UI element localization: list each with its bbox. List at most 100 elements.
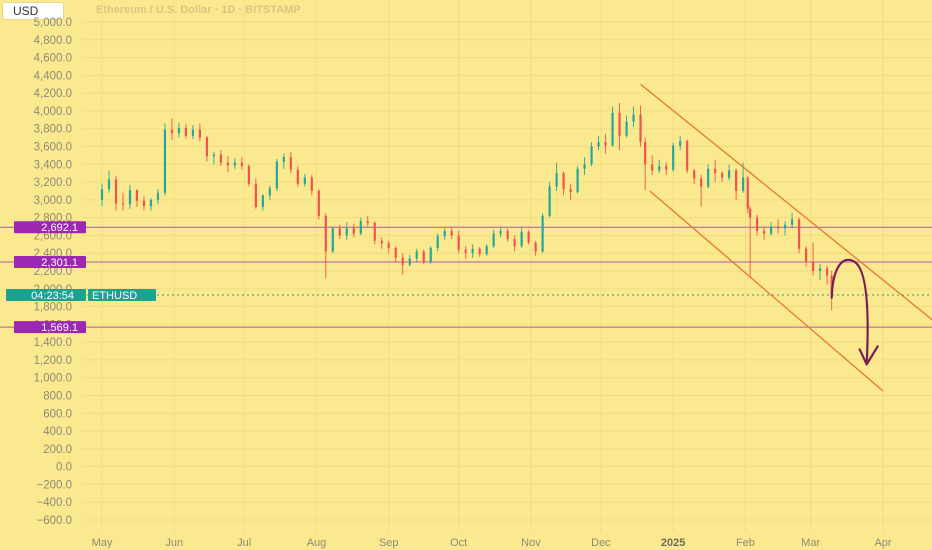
candle-body — [686, 141, 689, 171]
y-tick-label: 5,000.0 — [34, 17, 72, 29]
channel-lower-line[interactable] — [649, 190, 884, 392]
candle — [478, 246, 481, 257]
candle — [254, 178, 257, 209]
candle-body — [590, 146, 593, 165]
candle-body — [289, 157, 292, 170]
candle-body — [310, 177, 313, 191]
candle — [804, 246, 808, 267]
candle-body — [324, 215, 327, 252]
candle — [672, 142, 675, 172]
candle-body — [597, 142, 600, 147]
candle — [212, 151, 216, 165]
candle — [121, 192, 125, 211]
candle-body — [665, 166, 668, 170]
candle — [289, 151, 292, 174]
arrow-head[interactable] — [858, 345, 879, 366]
candle — [576, 166, 579, 194]
y-tick-label: 1,400.0 — [34, 337, 72, 349]
candle — [457, 230, 460, 254]
candle — [114, 175, 118, 211]
candle — [373, 221, 376, 245]
candle-body — [345, 228, 348, 236]
x-tick-label: Nov — [521, 537, 541, 549]
candle — [534, 240, 537, 256]
x-tick-label: Oct — [450, 537, 467, 549]
candle-body — [457, 235, 460, 250]
candle-body — [576, 168, 579, 192]
y-tick-label: 1,800.0 — [34, 302, 72, 314]
candle-body — [366, 221, 369, 223]
candle — [658, 159, 661, 174]
candle-body — [114, 179, 118, 204]
candle — [639, 105, 642, 147]
candle — [205, 135, 209, 162]
level-badge-label: 1,569.1 — [41, 322, 78, 334]
candle — [100, 183, 104, 207]
candle-body — [818, 268, 822, 271]
symbol-label: ETHUSD — [92, 290, 137, 302]
candle-body — [707, 168, 710, 187]
candle-body — [797, 219, 801, 249]
candle — [783, 221, 787, 236]
candle-body — [746, 177, 749, 209]
candle-body — [644, 142, 647, 165]
candle-body — [401, 257, 404, 265]
candle-body — [776, 226, 780, 229]
y-tick-label: 1,000.0 — [34, 373, 72, 385]
candle-body — [268, 188, 271, 196]
x-tick-label: Mar — [801, 537, 820, 549]
candle — [665, 162, 668, 175]
candle — [541, 213, 544, 254]
candle — [233, 158, 236, 169]
candle-body — [735, 170, 738, 191]
arrow-curve[interactable] — [830, 258, 869, 366]
candle — [520, 226, 523, 248]
candle-body — [555, 173, 558, 187]
candle — [513, 235, 516, 252]
candle-body — [135, 190, 139, 201]
projection-arrow[interactable] — [830, 258, 879, 366]
candle-body — [478, 248, 481, 255]
candle-body — [811, 262, 815, 271]
candle-body — [658, 166, 661, 171]
candle-body — [534, 242, 537, 252]
channel-upper-line[interactable] — [640, 83, 932, 327]
candle — [170, 118, 174, 141]
chart-title: Ethereum / U.S. Dollar · 1D · BITSTAMP — [96, 4, 301, 16]
candle-body — [548, 186, 551, 216]
candle-body — [499, 230, 502, 234]
candle — [380, 237, 383, 249]
candle — [149, 198, 153, 211]
candle-body — [254, 183, 257, 207]
currency-selector[interactable]: USD — [2, 2, 64, 20]
x-tick-label: Aug — [307, 537, 327, 549]
countdown-label: 04:23:54 — [31, 290, 74, 302]
candle — [644, 137, 647, 191]
y-tick-label: 4,600.0 — [34, 53, 72, 65]
candle-body — [121, 203, 125, 205]
candle — [611, 106, 614, 147]
candle-body — [506, 230, 509, 239]
y-tick-label: 3,800.0 — [34, 124, 72, 136]
candle — [282, 153, 285, 169]
candle-body — [352, 228, 355, 234]
candle-body — [769, 226, 773, 234]
candle-body — [394, 247, 397, 258]
candle — [394, 246, 397, 263]
y-axis: 5,000.0 4,800.0 4,600.0 4,400.0 4,200.0 4,000… — [34, 17, 72, 527]
x-tick-label: Feb — [736, 537, 755, 549]
candle — [366, 215, 369, 227]
candle-body — [569, 189, 572, 192]
candle — [177, 122, 181, 138]
trend-channel[interactable] — [640, 83, 932, 392]
y-tick-label: −200.0 — [37, 479, 73, 491]
candle — [331, 226, 334, 254]
candle — [763, 226, 766, 240]
horizontal-levels[interactable] — [0, 226, 932, 328]
level-badge — [14, 221, 86, 234]
candle-body — [107, 179, 111, 190]
candle-body — [156, 192, 160, 200]
candle-body — [625, 121, 628, 136]
symbol-badge — [88, 289, 156, 302]
